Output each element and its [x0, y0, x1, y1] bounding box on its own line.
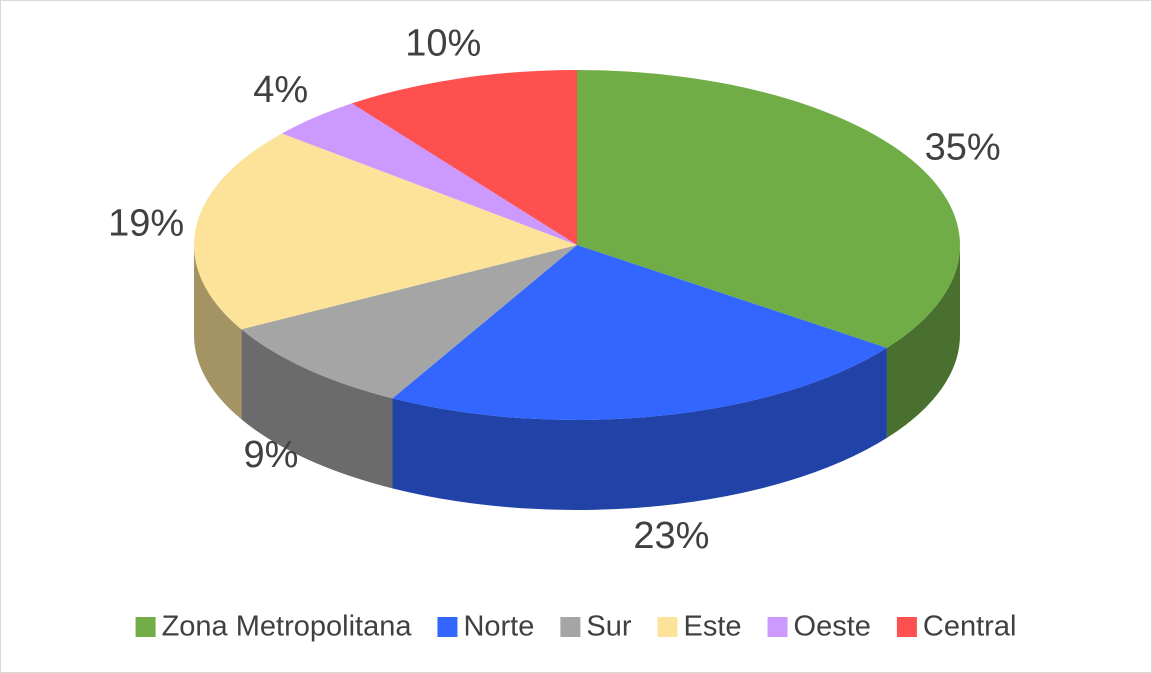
- slice-side-shade: [241, 329, 393, 489]
- legend-swatch: [135, 617, 156, 637]
- slice: [281, 103, 577, 245]
- slice: [351, 70, 577, 245]
- slice-side: [241, 329, 393, 489]
- slice-side-shade: [392, 347, 887, 511]
- slice: [577, 70, 960, 348]
- legend-label: Zona Metropolitana: [162, 611, 413, 643]
- slice: [392, 245, 887, 420]
- data-label: 4%: [253, 69, 308, 111]
- data-label: 19%: [108, 202, 184, 244]
- slice: [241, 245, 577, 399]
- legend-label: Central: [923, 611, 1017, 643]
- legend-swatch: [437, 617, 458, 637]
- slice-side: [194, 245, 242, 420]
- data-label: 35%: [925, 127, 1001, 169]
- slice-side: [886, 245, 960, 438]
- slice: [194, 133, 578, 330]
- slice-side: [392, 347, 887, 511]
- legend-swatch: [657, 617, 678, 637]
- legend-label: Sur: [586, 611, 631, 643]
- legend-label: Oeste: [794, 611, 871, 643]
- legend-swatch: [560, 617, 581, 637]
- legend-label: Norte: [463, 611, 534, 643]
- data-label: 10%: [405, 22, 481, 64]
- slice-side-shade: [194, 245, 242, 420]
- legend-label: Este: [684, 611, 742, 643]
- slice-side-shade: [886, 245, 960, 438]
- legend-swatch: [767, 617, 788, 637]
- legend-swatch: [896, 617, 917, 637]
- data-label: 9%: [244, 434, 299, 476]
- data-label: 23%: [633, 515, 709, 557]
